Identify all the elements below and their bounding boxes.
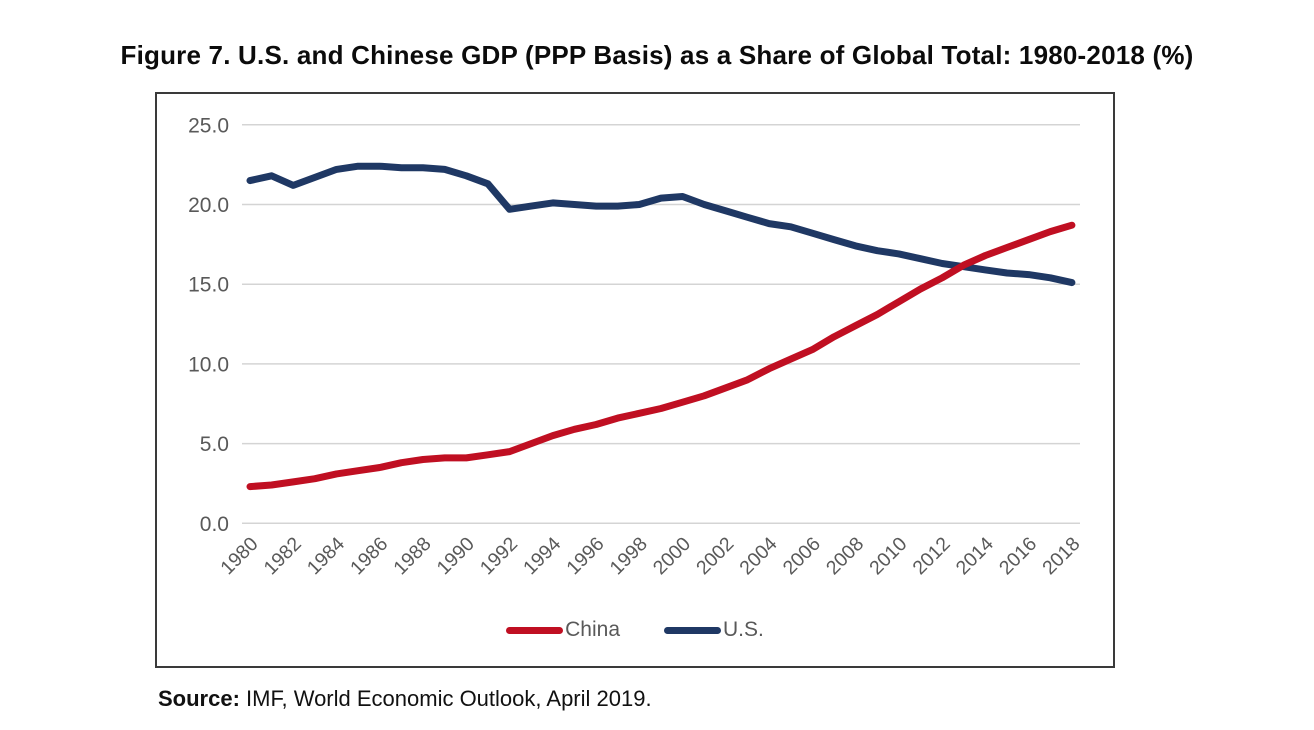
source-label: Source: — [158, 686, 240, 711]
x-tick-label-1988: 1988 — [389, 533, 435, 579]
figure-title: Figure 7. U.S. and Chinese GDP (PPP Basi… — [120, 40, 1194, 70]
x-tick-label-2008: 2008 — [822, 533, 868, 579]
x-tick-label-2016: 2016 — [995, 533, 1041, 579]
legend-item-us: U.S. — [664, 618, 764, 642]
legend-label-china: China — [565, 618, 621, 641]
x-tick-label-2004: 2004 — [735, 533, 781, 579]
x-tick-label-2000: 2000 — [649, 533, 695, 579]
x-tick-label-1990: 1990 — [433, 533, 479, 579]
y-tick-label-15.0: 15.0 — [188, 274, 229, 297]
line-chart: 0.05.010.015.020.025.0198019821984198619… — [188, 114, 1084, 579]
x-tick-label-2002: 2002 — [692, 533, 738, 579]
legend-swatch-china — [506, 626, 564, 634]
x-tick-label-2006: 2006 — [779, 533, 825, 579]
x-tick-label-1986: 1986 — [346, 533, 392, 579]
x-tick-label-1994: 1994 — [519, 533, 565, 579]
legend-item-china: China — [506, 618, 620, 642]
y-tick-label-20.0: 20.0 — [188, 194, 229, 217]
series-line-china — [246, 221, 1076, 491]
x-tick-label-1998: 1998 — [606, 533, 652, 579]
x-tick-label-2012: 2012 — [908, 533, 954, 579]
x-tick-label-2010: 2010 — [865, 533, 911, 579]
y-tick-label-0.0: 0.0 — [200, 513, 229, 536]
source-note: Source: IMF, World Economic Outlook, Apr… — [158, 686, 652, 712]
chart-container: 0.0 5.0 10.0 15.0 20.0 25.0 1980 1982 1984 1986 19… — [155, 92, 1115, 668]
x-tick-label-1992: 1992 — [476, 533, 522, 579]
x-tick-label-1984: 1984 — [303, 533, 349, 579]
source-text: IMF, World Economic Outlook, April 2019. — [239, 686, 652, 711]
legend-label-us: U.S. — [723, 618, 764, 641]
x-tick-label-1996: 1996 — [562, 533, 608, 579]
x-tick-label-2018: 2018 — [1038, 533, 1084, 579]
legend-swatch-us — [664, 626, 722, 634]
x-tick-label-1980: 1980 — [216, 533, 262, 579]
y-tick-label-10.0: 10.0 — [188, 353, 229, 376]
series-line-us — [246, 162, 1076, 287]
x-tick-label-2014: 2014 — [952, 533, 998, 579]
chart-legend: China U.S. — [157, 618, 1113, 642]
y-tick-label-25.0: 25.0 — [188, 114, 229, 137]
x-tick-label-1982: 1982 — [260, 533, 306, 579]
y-tick-label-5.0: 5.0 — [200, 433, 229, 456]
